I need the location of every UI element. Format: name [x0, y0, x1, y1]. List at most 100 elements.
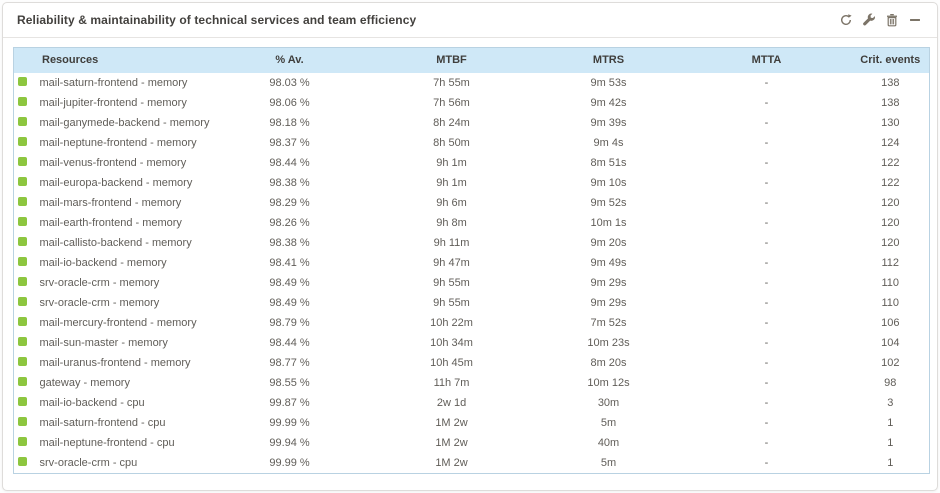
mtta-cell: -	[764, 416, 769, 429]
mtrs-cell: 9m 29s	[590, 276, 627, 289]
mtbf-cell: 10h 45m	[430, 356, 473, 369]
resource-cell: mail-io-backend - memory	[39, 256, 167, 269]
mtrs-cell: 5m	[600, 456, 617, 469]
crit-events-cell: 122	[881, 176, 900, 189]
availability-cell: 98.26 %	[269, 216, 310, 229]
column-header-crit-events: Crit. events	[851, 47, 930, 73]
status-cell	[14, 253, 38, 273]
resource-cell: srv-oracle-crm - memory	[39, 296, 160, 309]
mtta-cell: -	[764, 456, 769, 469]
mtta-cell: -	[764, 316, 769, 329]
table-row[interactable]: mail-sun-master - memory 98.44 % 10h 34m…	[13, 332, 930, 353]
trash-icon[interactable]	[884, 12, 900, 28]
crit-events-cell: 98	[884, 376, 897, 389]
reliability-table: Resources % Av. MTBF MTRS MTTA Crit. eve…	[13, 47, 931, 474]
mtta-cell: -	[764, 156, 769, 169]
availability-cell: 99.99 %	[269, 456, 310, 469]
resource-cell: mail-venus-frontend - memory	[39, 156, 187, 169]
resource-cell: gateway - memory	[39, 376, 130, 389]
panel-title: Reliability & maintainability of technic…	[17, 13, 417, 27]
availability-cell: 98.03 %	[269, 76, 310, 89]
table-row[interactable]: mail-uranus-frontend - memory 98.77 % 10…	[13, 352, 930, 373]
mtta-cell: -	[764, 356, 769, 369]
table-row[interactable]: mail-ganymede-backend - memory 98.18 % 8…	[13, 112, 930, 133]
mtta-cell: -	[764, 176, 769, 189]
mtta-cell: -	[764, 96, 769, 109]
status-up-icon	[18, 277, 27, 287]
status-up-icon	[18, 77, 27, 87]
table-row[interactable]: srv-oracle-crm - memory 98.49 % 9h 55m 9…	[13, 272, 930, 293]
mtbf-cell: 1M 2w	[435, 416, 468, 429]
table-row[interactable]: mail-earth-frontend - memory 98.26 % 9h …	[13, 212, 930, 233]
table-row[interactable]: mail-saturn-frontend - memory 98.03 % 7h…	[13, 72, 930, 93]
mtta-cell: -	[764, 436, 769, 449]
table-row[interactable]: mail-mercury-frontend - memory 98.79 % 1…	[13, 312, 930, 333]
column-header-availability: % Av.	[211, 47, 368, 73]
status-up-icon	[18, 157, 27, 167]
crit-events-cell: 122	[881, 156, 900, 169]
mtrs-cell: 7m 52s	[590, 316, 627, 329]
status-up-icon	[18, 397, 27, 407]
mtbf-cell: 9h 8m	[436, 216, 467, 229]
table-row[interactable]: gateway - memory 98.55 % 11h 7m 10m 12s …	[13, 372, 930, 393]
mtrs-cell: 40m	[597, 436, 620, 449]
table-row[interactable]: mail-mars-frontend - memory 98.29 % 9h 6…	[13, 192, 930, 213]
mtta-cell: -	[764, 256, 769, 269]
resource-cell: mail-neptune-frontend - memory	[39, 136, 197, 149]
mtrs-cell: 8m 20s	[590, 356, 627, 369]
availability-cell: 98.49 %	[269, 276, 310, 289]
table-row[interactable]: srv-oracle-crm - memory 98.49 % 9h 55m 9…	[13, 292, 930, 313]
mtrs-cell: 10m 1s	[590, 216, 627, 229]
mtta-cell: -	[764, 116, 769, 129]
column-header-mtbf: MTBF	[367, 47, 536, 73]
minimize-icon[interactable]	[907, 12, 923, 28]
status-up-icon	[18, 437, 27, 447]
table-row[interactable]: mail-neptune-frontend - memory 98.37 % 8…	[13, 132, 930, 153]
table-row[interactable]: mail-europa-backend - memory 98.38 % 9h …	[13, 172, 930, 193]
crit-events-cell: 120	[881, 236, 900, 249]
table-row[interactable]: mail-neptune-frontend - cpu 99.94 % 1M 2…	[13, 432, 930, 453]
status-cell	[14, 293, 38, 313]
refresh-icon[interactable]	[838, 12, 854, 28]
mtbf-cell: 9h 1m	[436, 156, 467, 169]
status-cell	[14, 453, 38, 474]
availability-cell: 98.77 %	[269, 356, 310, 369]
mtrs-cell: 9m 4s	[593, 136, 624, 149]
table-row[interactable]: mail-io-backend - cpu 99.87 % 2w 1d 30m …	[13, 392, 930, 413]
resource-cell: mail-neptune-frontend - cpu	[39, 436, 175, 449]
status-cell	[14, 273, 38, 293]
column-header-mtta: MTTA	[681, 47, 852, 73]
table-row[interactable]: mail-callisto-backend - memory 98.38 % 9…	[13, 232, 930, 253]
mtrs-cell: 5m	[600, 416, 617, 429]
table-row[interactable]: mail-jupiter-frontend - memory 98.06 % 7…	[13, 92, 930, 113]
mtta-cell: -	[764, 136, 769, 149]
status-cell	[14, 393, 38, 413]
status-cell	[14, 353, 38, 373]
table-row[interactable]: mail-saturn-frontend - cpu 99.99 % 1M 2w…	[13, 412, 930, 433]
wrench-icon[interactable]	[861, 12, 877, 28]
mtbf-cell: 9h 6m	[436, 196, 467, 209]
status-cell	[14, 173, 38, 193]
mtrs-cell: 9m 29s	[590, 296, 627, 309]
resource-cell: srv-oracle-crm - memory	[39, 276, 160, 289]
resource-cell: mail-jupiter-frontend - memory	[39, 96, 187, 109]
status-cell	[14, 113, 38, 133]
mtta-cell: -	[764, 376, 769, 389]
status-up-icon	[18, 377, 27, 387]
availability-cell: 98.49 %	[269, 296, 310, 309]
crit-events-cell: 104	[881, 336, 900, 349]
mtrs-cell: 9m 39s	[590, 116, 627, 129]
table-row[interactable]: srv-oracle-crm - cpu 99.99 % 1M 2w 5m - …	[13, 452, 930, 474]
status-cell	[14, 153, 38, 173]
table-row[interactable]: mail-io-backend - memory 98.41 % 9h 47m …	[13, 252, 930, 273]
status-up-icon	[18, 137, 27, 147]
table-container: Resources % Av. MTBF MTRS MTTA Crit. eve…	[13, 47, 931, 474]
status-cell	[14, 133, 38, 153]
status-cell	[14, 193, 38, 213]
table-row[interactable]: mail-venus-frontend - memory 98.44 % 9h …	[13, 152, 930, 173]
mtbf-cell: 7h 55m	[433, 76, 470, 89]
availability-cell: 99.99 %	[269, 416, 310, 429]
crit-events-cell: 3	[887, 396, 894, 409]
status-cell	[14, 313, 38, 333]
availability-cell: 98.38 %	[269, 176, 310, 189]
